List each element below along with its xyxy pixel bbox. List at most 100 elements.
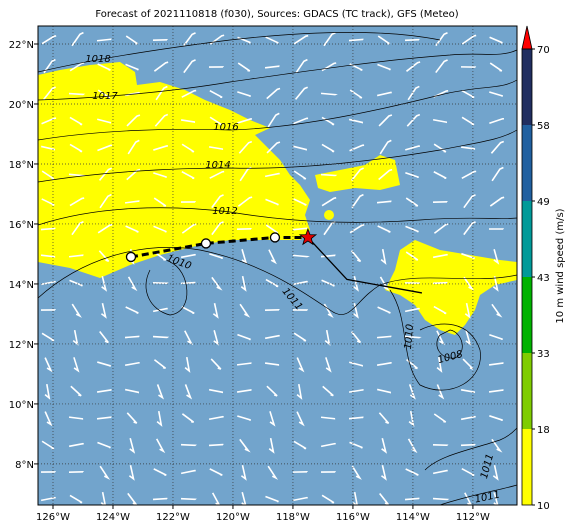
title: Forecast of 2021110818 (f030), Sources: … bbox=[95, 9, 458, 20]
wind-barb bbox=[320, 92, 338, 96]
wind-barb bbox=[41, 117, 57, 125]
x-tick-label: 118°W bbox=[276, 512, 310, 523]
wind-barb bbox=[405, 197, 419, 207]
isobar bbox=[424, 427, 518, 471]
wind-barb bbox=[264, 172, 280, 178]
x-tick-label: 114°W bbox=[396, 512, 430, 523]
wind-barb bbox=[44, 357, 53, 373]
wind-barb bbox=[69, 279, 83, 287]
wind-barb bbox=[296, 411, 305, 427]
wind-barb bbox=[180, 253, 196, 259]
wind-barb bbox=[155, 438, 166, 454]
isobar-label: 1012 bbox=[212, 206, 237, 217]
colorbar-segment bbox=[522, 277, 532, 353]
wind-barb bbox=[183, 32, 196, 47]
wind-barb bbox=[460, 389, 476, 394]
wind-barb bbox=[433, 143, 447, 153]
wind-barb bbox=[269, 411, 276, 427]
isobar-label: 1014 bbox=[205, 160, 230, 171]
wind-barb bbox=[325, 357, 332, 373]
wind-barb bbox=[320, 173, 338, 177]
wind-barb bbox=[97, 361, 111, 367]
wind-barbs bbox=[40, 31, 505, 508]
wind-barb bbox=[348, 38, 364, 42]
wind-barb bbox=[406, 358, 418, 370]
wind-barb bbox=[41, 170, 55, 180]
wind-barb bbox=[237, 333, 251, 341]
wind-barb bbox=[153, 359, 167, 370]
wind-barb bbox=[241, 249, 248, 265]
wind-barb bbox=[488, 362, 504, 366]
wind-barb bbox=[240, 464, 247, 481]
wind-barb bbox=[378, 168, 393, 181]
wind-barb bbox=[73, 357, 80, 373]
wind-barb bbox=[211, 221, 224, 236]
wind-barb bbox=[464, 302, 471, 319]
wind-barb bbox=[292, 227, 308, 231]
colorbar-segment bbox=[522, 353, 532, 429]
wind-barb bbox=[96, 389, 112, 393]
isobar bbox=[439, 484, 518, 506]
wind-barb bbox=[152, 281, 169, 285]
isobar-label: 1011 bbox=[474, 490, 501, 506]
wind-barb bbox=[405, 251, 419, 261]
wind-barb bbox=[97, 441, 111, 449]
wind-barb bbox=[68, 416, 84, 420]
wind-barb bbox=[293, 198, 307, 206]
wind-barb bbox=[321, 197, 337, 207]
wind-barb bbox=[489, 62, 503, 72]
wind-barb bbox=[153, 251, 167, 261]
y-tick-label: 18°N bbox=[9, 160, 34, 171]
wind-barb bbox=[268, 437, 275, 454]
wind-barb bbox=[68, 254, 84, 258]
wind-barb bbox=[294, 86, 308, 100]
wind-barb bbox=[99, 465, 111, 480]
track bbox=[125, 227, 423, 294]
wind-barb bbox=[180, 281, 196, 285]
wind-barb bbox=[127, 139, 140, 155]
wind-barb bbox=[493, 249, 500, 265]
wind-barb bbox=[41, 198, 55, 206]
colorbar-segment bbox=[522, 429, 532, 505]
wind-barb bbox=[44, 411, 53, 427]
wind-barb bbox=[153, 468, 167, 476]
wind-barb bbox=[405, 61, 421, 72]
wind-barb bbox=[404, 38, 420, 42]
wind-barb bbox=[349, 144, 365, 152]
x-tick-label: 120°W bbox=[216, 512, 250, 523]
colorbar-tick-label: 58 bbox=[537, 121, 550, 132]
wind-barb bbox=[69, 116, 83, 126]
wind-barb bbox=[209, 253, 223, 259]
past-track bbox=[130, 235, 308, 259]
wind-barb bbox=[491, 303, 503, 318]
wind-barb bbox=[128, 464, 135, 481]
wind-barb bbox=[129, 438, 136, 454]
wind-barb bbox=[264, 65, 280, 69]
wind-barb bbox=[127, 276, 138, 292]
wind-barb bbox=[432, 281, 448, 285]
wind-barb bbox=[237, 36, 251, 44]
wind-barb bbox=[101, 276, 108, 292]
forecast-track bbox=[307, 237, 423, 294]
wind-barb bbox=[239, 303, 251, 318]
wind-barb bbox=[320, 416, 336, 420]
wind-barb bbox=[349, 361, 363, 367]
x-tick-label: 112°W bbox=[456, 512, 490, 523]
wind-barb bbox=[461, 468, 475, 477]
wind-barb bbox=[153, 225, 167, 233]
wind-barb bbox=[152, 497, 168, 501]
wind-barb bbox=[463, 194, 476, 209]
wind-barb bbox=[97, 63, 111, 71]
y-tick-label: 12°N bbox=[9, 340, 34, 351]
wind-barb bbox=[461, 252, 475, 260]
wind-barb bbox=[126, 114, 141, 127]
isobar bbox=[37, 247, 518, 315]
wind-barb bbox=[237, 415, 251, 421]
wind-barb bbox=[68, 442, 84, 448]
wind-barb bbox=[156, 410, 163, 427]
wind-barb bbox=[209, 468, 223, 476]
wind-barb bbox=[208, 146, 224, 151]
land bbox=[385, 240, 517, 335]
wind-barb bbox=[489, 196, 505, 207]
wind-barb bbox=[432, 469, 448, 475]
